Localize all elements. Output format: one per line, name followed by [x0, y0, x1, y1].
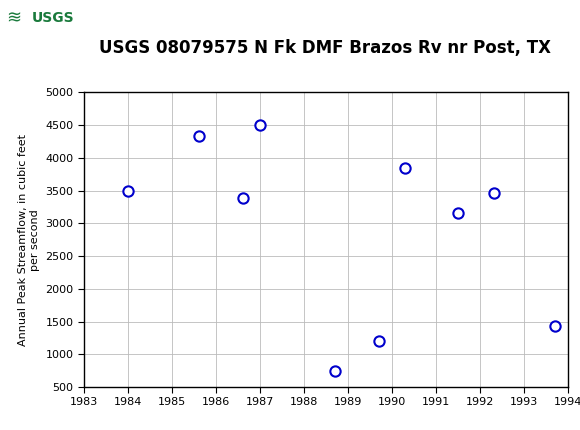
Point	[238, 195, 247, 202]
Text: USGS 08079575 N Fk DMF Brazos Rv nr Post, TX: USGS 08079575 N Fk DMF Brazos Rv nr Post…	[99, 39, 551, 57]
Text: USGS: USGS	[32, 11, 74, 25]
Point	[331, 368, 340, 375]
Point	[489, 190, 498, 197]
Point	[375, 338, 384, 344]
Point	[194, 133, 203, 140]
Y-axis label: Annual Peak Streamflow, in cubic feet
per second: Annual Peak Streamflow, in cubic feet pe…	[19, 134, 40, 346]
Point	[256, 122, 265, 129]
Text: ≋: ≋	[6, 9, 21, 27]
Point	[401, 165, 410, 172]
FancyBboxPatch shape	[3, 2, 70, 34]
Point	[124, 187, 133, 194]
Point	[550, 322, 560, 329]
Point	[454, 209, 463, 216]
